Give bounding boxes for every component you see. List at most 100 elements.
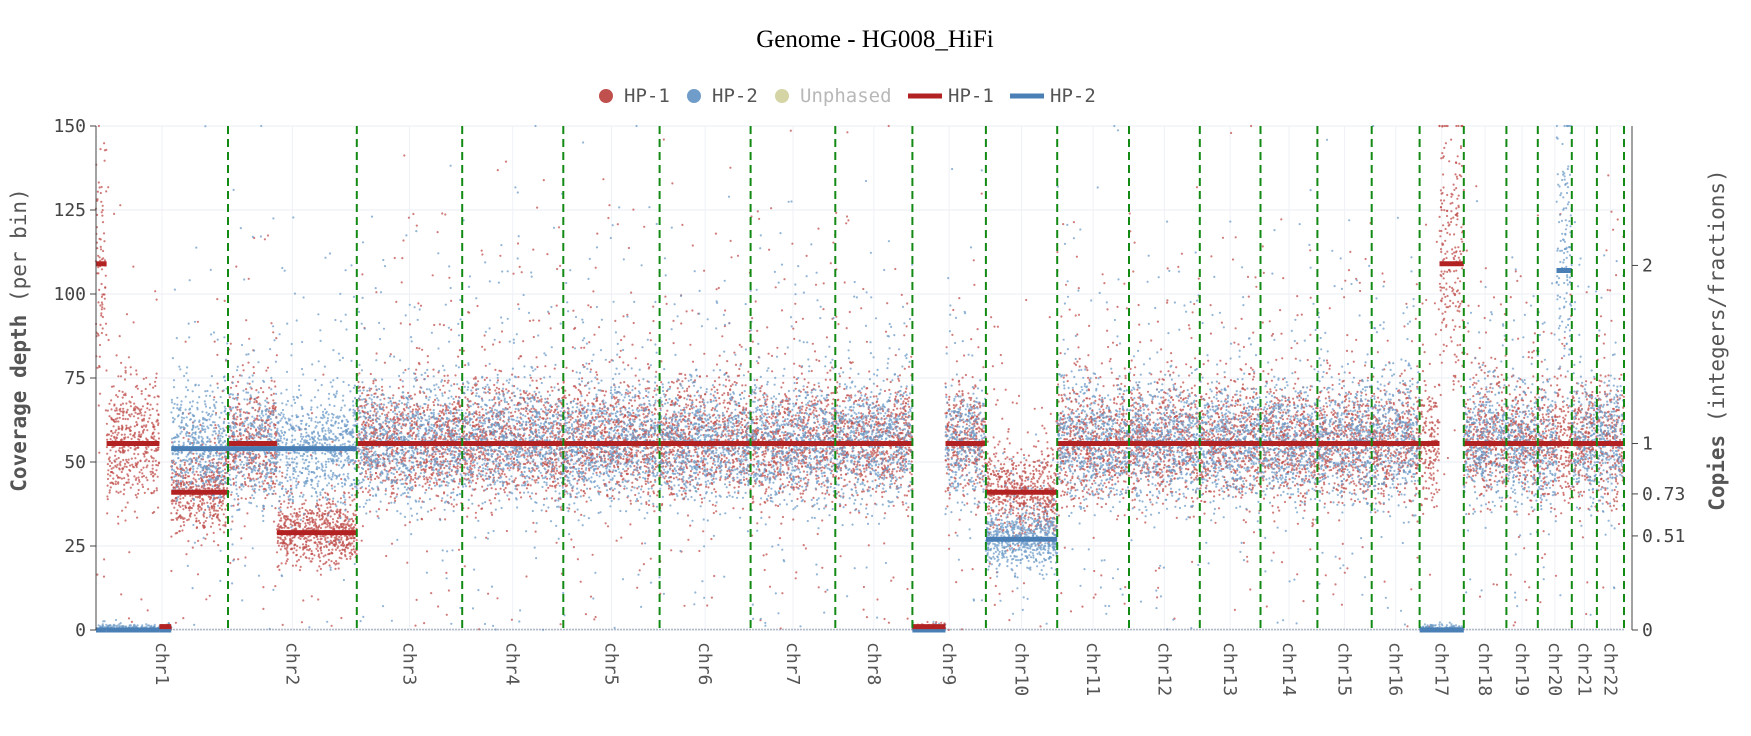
data-point <box>338 539 341 542</box>
data-point <box>319 526 323 530</box>
data-point <box>214 487 217 490</box>
data-point <box>136 446 140 449</box>
data-point <box>299 419 302 422</box>
data-point <box>152 457 155 460</box>
data-point <box>101 303 104 306</box>
data-point <box>157 437 161 440</box>
data-point <box>244 420 247 423</box>
data-point <box>324 538 327 542</box>
data-point <box>189 418 192 421</box>
data-point <box>185 372 188 375</box>
data-point <box>289 523 292 526</box>
data-point <box>321 512 324 515</box>
data-point <box>217 518 220 521</box>
data-point <box>285 457 288 460</box>
data-point <box>133 475 136 478</box>
data-point <box>270 452 273 455</box>
data-point <box>119 403 122 406</box>
data-point <box>431 274 434 277</box>
legend-item[interactable]: HP-2 <box>687 85 758 107</box>
data-point <box>274 409 277 412</box>
data-point <box>375 291 378 294</box>
data-point <box>190 480 193 483</box>
data-point <box>262 504 265 508</box>
data-point <box>458 480 462 483</box>
data-point <box>247 361 250 364</box>
data-point <box>321 413 325 416</box>
data-point <box>264 477 267 480</box>
data-point <box>221 499 224 502</box>
data-point <box>117 427 120 431</box>
data-point <box>99 238 102 241</box>
data-point <box>302 373 305 376</box>
legend-item[interactable]: HP-2 <box>1010 85 1096 107</box>
legend-label: Unphased <box>800 85 892 107</box>
data-point <box>152 479 155 482</box>
data-point <box>140 414 143 417</box>
data-point <box>99 392 102 395</box>
data-point <box>234 423 237 427</box>
data-point <box>414 408 418 411</box>
legend-item[interactable]: HP-1 <box>908 85 994 107</box>
data-point <box>214 512 217 516</box>
data-point <box>238 508 241 511</box>
data-point <box>102 575 106 578</box>
data-point <box>298 427 301 430</box>
data-point <box>285 388 288 391</box>
data-point <box>266 438 269 441</box>
data-point <box>343 548 346 551</box>
data-point <box>117 456 120 460</box>
data-point <box>157 422 160 425</box>
data-point <box>310 455 313 458</box>
legend-item[interactable]: Unphased <box>775 85 892 107</box>
data-point <box>215 401 218 404</box>
data-point <box>315 457 318 460</box>
data-point <box>315 462 318 465</box>
data-point <box>154 290 157 293</box>
data-point <box>101 214 104 217</box>
data-point <box>138 478 141 482</box>
data-point <box>208 471 211 474</box>
data-point <box>125 411 128 414</box>
data-point <box>342 394 345 397</box>
data-point <box>143 428 146 431</box>
data-point <box>320 542 323 545</box>
data-point <box>299 454 302 457</box>
data-point <box>218 472 221 475</box>
data-point <box>114 409 117 412</box>
data-point <box>343 442 346 445</box>
data-point <box>328 443 331 446</box>
data-point <box>194 431 197 434</box>
data-point <box>222 531 226 534</box>
data-point <box>338 510 341 513</box>
data-point <box>307 544 310 548</box>
data-point <box>336 524 339 528</box>
legend[interactable]: HP-1 HP-2 Unphased HP-1 HP-2 <box>599 85 1096 107</box>
data-point <box>285 451 288 454</box>
data-point <box>327 493 330 496</box>
legend-label: HP-1 <box>624 85 670 107</box>
data-point <box>232 438 236 441</box>
data-point <box>324 526 327 529</box>
data-point <box>131 483 134 486</box>
data-point <box>272 407 275 410</box>
data-point <box>331 542 334 545</box>
data-point <box>122 407 125 410</box>
data-point <box>282 494 286 497</box>
data-point <box>407 391 410 394</box>
legend-item[interactable]: HP-1 <box>599 85 670 107</box>
data-point <box>133 433 136 436</box>
data-point <box>348 431 351 434</box>
data-point <box>332 424 335 427</box>
data-point <box>298 495 301 498</box>
data-point <box>135 373 138 376</box>
data-point <box>282 413 285 416</box>
data-point <box>291 498 294 502</box>
data-point <box>297 474 300 477</box>
data-point <box>189 494 192 497</box>
data-point <box>179 480 182 483</box>
data-point <box>320 537 323 540</box>
data-point <box>184 432 188 435</box>
data-point <box>219 427 222 430</box>
data-point <box>257 574 261 577</box>
